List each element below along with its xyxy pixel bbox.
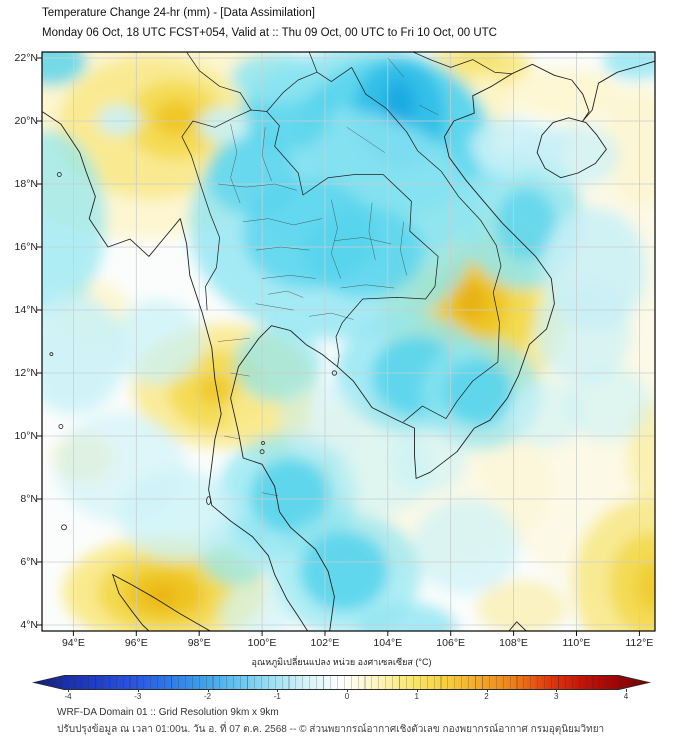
border-china-vietnam xyxy=(412,52,513,75)
province-boundaries xyxy=(217,57,439,497)
lat-tick-label: 12°N xyxy=(14,367,38,379)
border-myanmar-laos xyxy=(266,71,318,112)
colorbar-tick-mark xyxy=(347,689,348,692)
islands xyxy=(49,172,337,531)
colorbar-tick-label: 0 xyxy=(344,692,350,701)
figure-subtitle: Monday 06 Oct, 18 UTC FCST+054, Valid at… xyxy=(42,27,497,39)
colorbar-tick-label: -4 xyxy=(64,692,72,701)
colorbar-tick-mark xyxy=(68,689,69,692)
border-laos-vietnam xyxy=(308,52,502,294)
colorbar-tick-mark xyxy=(277,689,279,692)
lon-tick-label: 106°E xyxy=(436,637,466,649)
lat-tick-label: 6°N xyxy=(20,556,38,568)
lat-tick-label: 14°N xyxy=(14,304,38,316)
lon-tick-label: 112°E xyxy=(625,637,654,649)
grid-lines xyxy=(42,52,655,631)
colorbar-tick-mark xyxy=(137,689,139,692)
lat-tick-label: 22°N xyxy=(14,52,38,64)
lon-tick-label: 104°E xyxy=(373,637,403,649)
geography-borders xyxy=(42,52,655,631)
coastline-sumatra-west xyxy=(112,574,150,631)
lat-tick-label: 16°N xyxy=(14,241,38,253)
colorbar-tick-mark xyxy=(556,689,558,692)
colorbar-tick-label: 2 xyxy=(484,692,489,701)
lon-tick-label: 94°E xyxy=(61,637,85,649)
colorbar-title: อุณหภูมิเปลี่ยนแปลง หน่วย องศาเซลเซียส (… xyxy=(251,657,432,667)
border-myanmar-china xyxy=(186,52,252,111)
colorbar-tick-label: 4 xyxy=(623,692,629,701)
lat-tick-label: 18°N xyxy=(14,178,38,190)
coastline-hainan xyxy=(536,117,607,179)
lon-tick-label: 96°E xyxy=(124,637,148,649)
axis-ticks xyxy=(37,57,640,636)
lon-tick-label: 108°E xyxy=(499,637,528,649)
lon-tick-label: 100°E xyxy=(247,637,277,649)
plot-frame xyxy=(41,51,656,632)
lat-tick-label: 8°N xyxy=(20,493,38,505)
colorbar-tick-label: -1 xyxy=(273,692,281,701)
coastline-myanmar-peninsula xyxy=(42,111,309,631)
border-cambodia-vietnam xyxy=(403,292,500,423)
border-thailand-laos-cambodia xyxy=(266,111,439,368)
colorbar-tick-mark xyxy=(626,689,627,692)
footer-domain-info: WRF-DA Domain 01 :: Grid Resolution 9km … xyxy=(57,707,279,718)
colorbar-tick-mark xyxy=(207,689,209,692)
figure-title: Temperature Change 24-hr (mm) - [Data As… xyxy=(42,7,315,19)
colorbar-tick-label: -2 xyxy=(203,692,212,701)
coastline-borneo-tip xyxy=(508,621,527,631)
colorbar-tick-mark xyxy=(486,689,488,692)
colorbar-tick-label: -3 xyxy=(134,692,142,701)
colorbar-tick-mark xyxy=(416,689,418,692)
coastline-sumatra-east xyxy=(112,574,211,631)
lat-tick-label: 4°N xyxy=(20,619,38,631)
lon-tick-label: 102°E xyxy=(310,637,340,649)
colorbar-axis: -4 -3 -2 -1 0 1 2 3 4 xyxy=(33,676,650,702)
lat-tick-label: 20°N xyxy=(14,115,38,127)
lat-tick-label: 10°N xyxy=(14,430,38,442)
lon-tick-label: 110°E xyxy=(562,637,591,649)
border-thailand-myanmar xyxy=(190,155,220,311)
temperature-anomaly-field xyxy=(42,52,655,631)
lon-tick-label: 98°E xyxy=(187,637,211,649)
coastline-gulf-vietnam-china xyxy=(230,60,655,631)
colorbar-tick-label: 1 xyxy=(414,692,419,701)
colorbar-tick-label: 3 xyxy=(554,692,559,701)
colorbar-gradient xyxy=(33,676,650,689)
map-canvas xyxy=(37,51,656,636)
footer-agency-info: ปรับปรุงข้อมูล ณ เวลา 01:00น. วัน อ. ที่… xyxy=(57,724,605,735)
